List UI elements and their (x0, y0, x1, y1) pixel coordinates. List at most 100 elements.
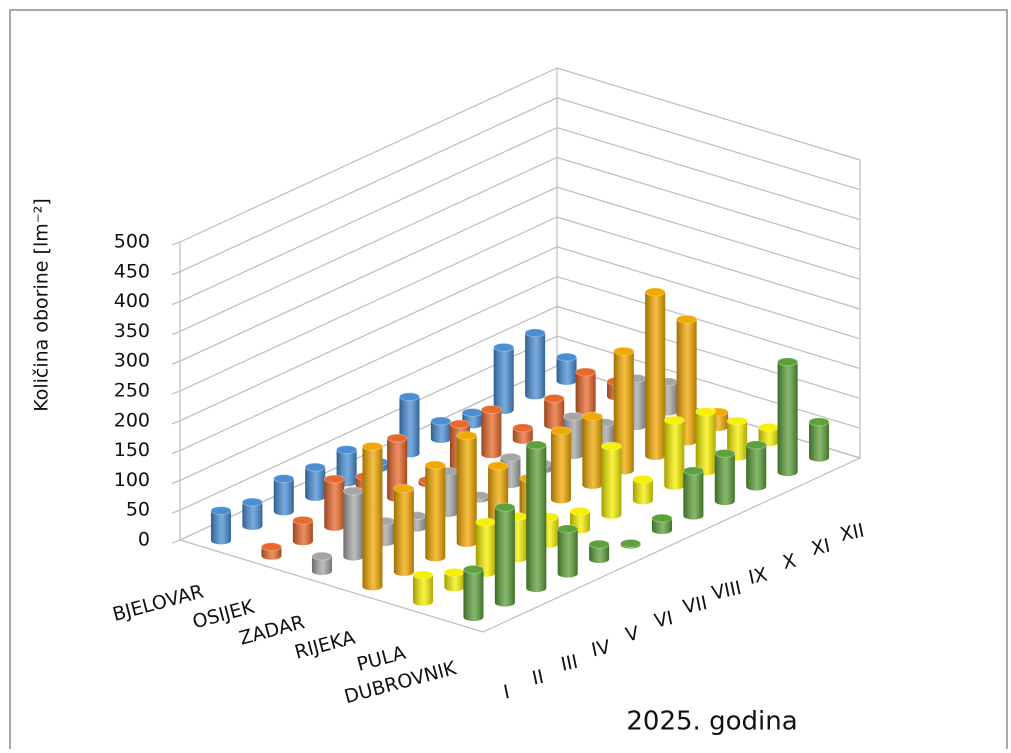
bar-cap (462, 564, 484, 574)
x-tick-label: VI (652, 607, 675, 632)
y-tick-label: 200 (114, 409, 150, 431)
bar-cap (487, 461, 509, 471)
bar-cap (499, 452, 521, 462)
y-tick-label: 0 (138, 529, 150, 551)
bar-cap (273, 474, 295, 484)
bar-shade (575, 372, 596, 415)
bar-shade (809, 421, 830, 462)
tick-mark (171, 330, 181, 335)
x-tick-label: II (530, 666, 546, 690)
x-tick-label: V (624, 622, 641, 646)
bar-cap (398, 392, 420, 402)
x-tick-label: VII (681, 592, 709, 619)
bar-shade (456, 435, 477, 547)
bar-shade (557, 528, 578, 578)
bar-shade (526, 445, 547, 593)
x-tick-label: IX (747, 564, 770, 589)
bar-shade (695, 411, 716, 476)
bar-cap (745, 440, 767, 450)
bar-cap (424, 460, 446, 470)
bar-cap (512, 423, 534, 433)
bar-shade (550, 430, 571, 504)
bar-shade (425, 465, 446, 562)
x-tick-label: XI (809, 535, 832, 560)
y-tick-label: 450 (114, 260, 150, 282)
bar-cap (210, 506, 232, 516)
bar-shade (632, 479, 653, 505)
bar-shade (683, 470, 704, 520)
bar-cap (241, 497, 263, 507)
y-axis-title: Količina oborine [lm⁻²] (31, 198, 53, 412)
bar-shade (463, 569, 484, 622)
bar-shade (493, 347, 514, 414)
bar-cap (311, 551, 333, 561)
x-tick-label: X (781, 550, 798, 574)
bar-cap (336, 445, 358, 455)
bar-shade (746, 444, 767, 491)
bar-shade (676, 319, 697, 446)
bar-cap (543, 393, 565, 403)
bar-cap (456, 431, 478, 441)
tick-mark (171, 509, 181, 514)
y-tick-label: 400 (114, 290, 150, 312)
bar-cap (260, 542, 282, 552)
x-tick-label: III (559, 651, 580, 676)
bar-shade (444, 572, 465, 592)
y-tick-label: 350 (114, 320, 150, 342)
bar-cap (714, 448, 736, 458)
bar-shade (311, 556, 332, 576)
bar-shade (556, 357, 577, 385)
y-tick-label: 50 (126, 499, 150, 521)
bar-cap (556, 352, 578, 362)
bar-shade (210, 510, 231, 545)
bar-cap (620, 538, 642, 548)
bar-cap (443, 567, 465, 577)
bar-cap (758, 422, 780, 432)
bar-cap (449, 419, 471, 429)
bar-shade (544, 398, 565, 430)
bar-cap (575, 367, 597, 377)
bar-cap (726, 416, 748, 426)
bar-shade (343, 491, 364, 561)
bar-cap (361, 441, 383, 451)
bar-shade (645, 292, 666, 460)
bar-shade (305, 467, 326, 501)
bar-cap (292, 515, 314, 525)
bar-cap (412, 570, 434, 580)
y-tick-label: 150 (114, 439, 150, 461)
bar-cap (304, 462, 326, 472)
bar-cap (475, 517, 497, 527)
bar-cap (480, 405, 502, 415)
bar-cap (525, 440, 547, 450)
bar-cap (632, 474, 654, 484)
bar-shade (777, 361, 798, 477)
bar-cap (562, 411, 584, 421)
y-tick-label: 250 (114, 380, 150, 402)
bar-shade (393, 488, 414, 576)
bar-cap (676, 314, 698, 324)
bar-cap (569, 506, 591, 516)
bar-shade (714, 453, 735, 506)
bar-cap (695, 407, 717, 417)
bar-shade (362, 446, 383, 591)
bar-shade (292, 520, 313, 546)
bar-cap (430, 416, 452, 426)
bar-shade (273, 478, 294, 516)
x-tick-label: IV (589, 636, 612, 661)
bar-shade (512, 427, 533, 444)
tick-mark (171, 539, 181, 544)
tick-mark (171, 420, 181, 425)
bar-cap (494, 502, 516, 512)
bar-cap (651, 513, 673, 523)
tick-mark (171, 271, 181, 276)
bar-shade (475, 522, 496, 577)
tick-mark (171, 301, 181, 306)
tick-mark (171, 241, 181, 246)
bar-shade (481, 409, 502, 459)
bar-shade (430, 421, 451, 443)
tick-mark (171, 450, 181, 455)
bar-cap (524, 328, 546, 338)
tick-mark (171, 390, 181, 395)
